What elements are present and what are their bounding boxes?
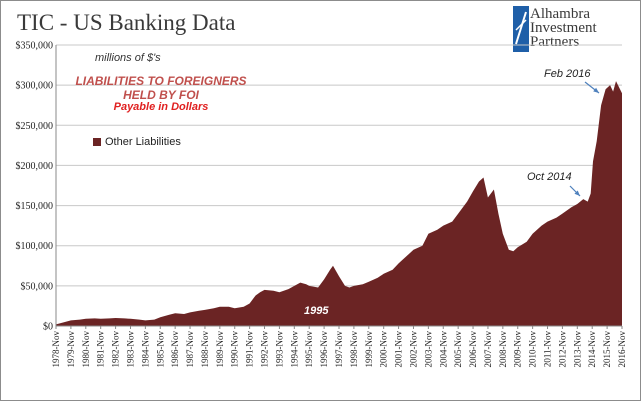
x-tick-label: 2009-Nov [513,331,523,368]
subtitle-line-1: LIABILITIES TO FOREIGNERS [75,74,247,88]
x-tick-label: 1996-Nov [319,331,329,368]
annotation-1995: 1995 [304,305,329,317]
x-tick-label: 1981-Nov [96,331,106,368]
logo-line: Investment [530,20,597,36]
x-tick-label: 2002-Nov [408,331,418,368]
chart-title: TIC - US Banking Data [17,10,236,35]
y-tick-label: $300,000 [16,81,54,92]
x-axis-ticks: 1978-Nov 1979-Nov 1980-Nov 1981-Nov 1982-Nov… [51,326,627,368]
x-tick-label: 2005-Nov [453,331,463,368]
logo-line: Partners [530,34,580,50]
x-tick-label: 2004-Nov [438,331,448,368]
y-tick-label: $100,000 [16,241,54,252]
legend: Other Liabilities [93,136,181,148]
x-tick-label: 2008-Nov [498,331,508,368]
legend-swatch [93,138,101,146]
x-tick-label: 1986-Nov [170,331,180,368]
logo-line: Alhambra [530,6,590,22]
x-tick-label: 2010-Nov [528,331,538,368]
series-area-other-liabilities [56,81,622,326]
x-tick-label: 2013-Nov [572,331,582,368]
x-tick-label: 1995-Nov [304,331,314,368]
y-tick-label: $0 [43,322,53,333]
y-tick-label: $50,000 [21,281,54,292]
legend-label: Other Liabilities [105,136,181,148]
x-tick-label: 1999-Nov [364,331,374,368]
x-tick-label: 1980-Nov [81,331,91,368]
x-tick-label: 1988-Nov [200,331,210,368]
x-tick-label: 2006-Nov [468,331,478,368]
annotation-arrowhead [593,87,599,93]
x-tick-label: 2001-Nov [394,331,404,368]
x-tick-label: 2014-Nov [587,331,597,368]
y-axis-ticks: $0 $50,000 $100,000 $150,000 $200,000 $250,00… [16,41,54,333]
x-tick-label: 2000-Nov [379,331,389,368]
x-tick-label: 2007-Nov [483,331,493,368]
y-tick-label: $200,000 [16,161,54,172]
subtitle-line-3: Payable in Dollars [113,101,209,113]
x-tick-label: 1989-Nov [215,331,225,368]
x-tick-label: 2016-Nov [617,331,627,368]
x-tick-label: 1987-Nov [185,331,195,368]
x-tick-label: 1984-Nov [140,331,150,368]
x-tick-label: 1979-Nov [66,331,76,368]
x-tick-label: 1978-Nov [51,331,61,368]
annotation-feb-2016: Feb 2016 [544,68,591,80]
x-tick-label: 1983-Nov [125,331,135,368]
annotation-oct-2014: Oct 2014 [527,171,572,183]
x-tick-label: 1985-Nov [155,331,165,368]
subtitle-line-2: HELD BY FOI [123,88,199,102]
logo-text: Alhambra Investment Partners [530,6,597,50]
x-tick-label: 1991-Nov [245,331,255,368]
x-tick-label: 1993-Nov [274,331,284,368]
y-tick-label: $250,000 [16,121,54,132]
y-tick-label: $350,000 [16,41,54,52]
x-tick-label: 2003-Nov [423,331,433,368]
x-tick-label: 1997-Nov [334,331,344,368]
x-tick-label: 2012-Nov [557,331,567,368]
alhambra-logo-icon [513,6,529,52]
annotation-arrowhead [574,190,580,196]
annotation-arrows [569,81,600,197]
x-tick-label: 2011-Nov [543,331,553,368]
x-tick-label: 1994-Nov [289,331,299,368]
x-tick-label: 1982-Nov [111,331,121,368]
x-tick-label: 1998-Nov [349,331,359,368]
x-tick-label: 1990-Nov [230,331,240,368]
x-tick-label: 1992-Nov [260,331,270,368]
x-tick-label: 2015-Nov [602,331,612,368]
y-tick-label: $150,000 [16,201,54,212]
units-label: millions of $'s [95,52,161,64]
